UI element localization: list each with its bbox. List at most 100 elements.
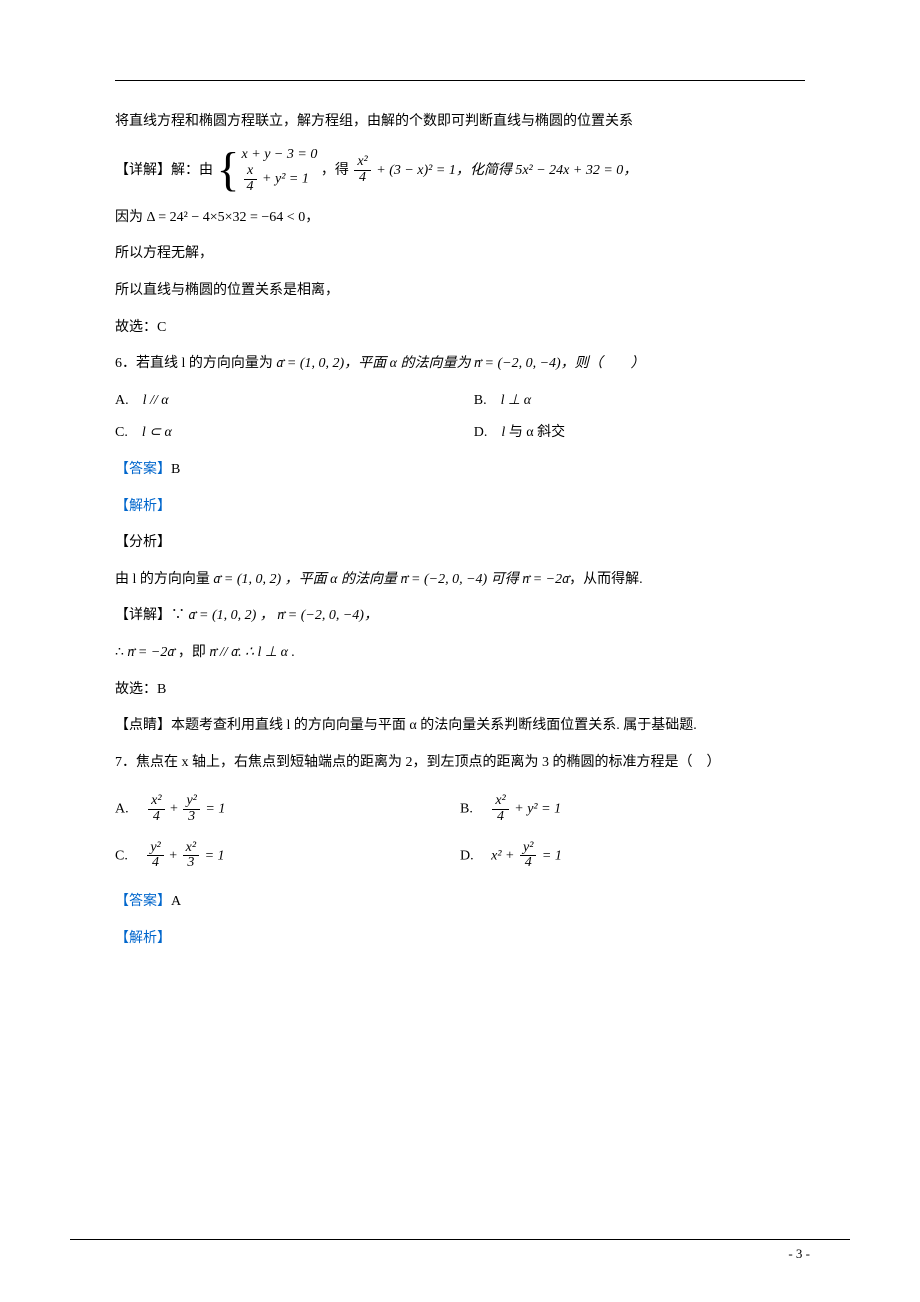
q7a-eq: = 1	[205, 802, 225, 817]
vec-n-6-icon: n	[209, 645, 216, 660]
q6-detail-1: 【详解】∵ a = (1, 0, 2) ， n = (−2, 0, −4)，	[115, 603, 805, 630]
sys2-rest: + y² = 1	[259, 172, 309, 187]
q6-option-a: A. l // α	[115, 388, 474, 415]
q7-option-c: C. y²4 + x²3 = 1	[115, 833, 460, 879]
q7c-n2: x²	[183, 841, 199, 856]
q7-option-a: A. x²4 + y²3 = 1	[115, 786, 460, 832]
q7c-eq: = 1	[205, 848, 225, 863]
top-rule	[115, 80, 805, 81]
fx-b: = (1, 0, 2) ，平面 α 的法向量	[220, 572, 400, 587]
comma-get: ，得	[321, 162, 353, 177]
q7d-d1: 4	[520, 855, 536, 871]
q7-option-d: D. x² + y²4 = 1	[460, 833, 805, 879]
l2-c: ，即	[174, 645, 209, 660]
intro-paragraph: 将直线方程和椭圆方程联立，解方程组，由解的个数即可判断直线与椭圆的位置关系	[115, 109, 805, 136]
q6-jiexi-label: 【解析】	[115, 494, 805, 521]
simplified-eq: + (3 − x)² = 1，化简得 5x² − 24x + 32 = 0，	[376, 162, 637, 177]
q6-d-post: 与 α 斜交	[505, 425, 565, 440]
vec-a-2-icon: a	[213, 572, 220, 587]
fx-e: ，从而得解.	[569, 572, 643, 587]
sys2-num: x	[244, 164, 257, 179]
q7b-rest: + y² = 1	[514, 802, 561, 817]
detail-label: 【详解】解：由	[115, 162, 213, 177]
vec-a-4-icon: a	[189, 608, 196, 623]
l2-b: = −2	[134, 645, 167, 660]
no-solution-line: 所以方程无解，	[115, 241, 805, 268]
page-footer: - 3 -	[0, 1239, 920, 1262]
q7a-n1: x²	[148, 794, 164, 809]
q6-option-b: B. l ⊥ α	[474, 388, 805, 415]
sys2-den: 4	[244, 179, 257, 195]
q7-jiexi-label: 【解析】	[115, 926, 805, 953]
discriminant-line: 因为 Δ = 24² − 4×5×32 = −64 < 0，	[115, 205, 805, 232]
fx-a: 由 l 的方向向量	[115, 572, 213, 587]
q6-b-math: l ⊥ α	[501, 393, 531, 408]
q6-options-row-1: A. l // α B. l ⊥ α	[115, 388, 805, 415]
q6-a-math: l // α	[143, 393, 169, 408]
l2-a: ∴	[115, 645, 127, 660]
answer-label-2: 【答案】	[115, 894, 171, 909]
q7a-n2: y²	[183, 794, 199, 809]
q6-stem: 6．若直线 l 的方向向量为 a = (1, 0, 2)，平面 α 的法向量为 …	[115, 351, 805, 378]
dt-b: = (1, 0, 2) ，	[196, 608, 278, 623]
content-area: 将直线方程和椭圆方程联立，解方程组，由解的个数即可判断直线与椭圆的位置关系 【详…	[115, 109, 805, 952]
vec-n-2-icon: n	[401, 572, 408, 587]
q6-answer: 【答案】B	[115, 457, 805, 484]
q6-option-c: C. l ⊂ α	[115, 420, 474, 447]
fx-d: = −2	[529, 572, 562, 587]
q6-stem-a: 6．若直线 l 的方向向量为	[115, 356, 276, 371]
q7-stem: 7．焦点在 x 轴上，右焦点到短轴端点的距离为 2，到左顶点的距离为 3 的椭圆…	[115, 750, 805, 777]
q7a-d2: 3	[183, 809, 199, 825]
answer-label: 【答案】	[115, 462, 171, 477]
fx-c: = (−2, 0, −4) 可得	[408, 572, 523, 587]
sys-line-1: x + y − 3 = 0	[242, 146, 318, 165]
q6-c-math: l ⊂ α	[142, 425, 172, 440]
f1n: x²	[354, 155, 370, 170]
q6-detail-2: ∴ n = −2a ，即 n // a. ∴ l ⊥ α .	[115, 640, 805, 667]
left-brace-icon: {	[217, 146, 240, 194]
q6-fenxi-label: 【分析】	[115, 530, 805, 557]
vec-n-4-icon: n	[277, 608, 284, 623]
q7a-d1: 4	[148, 809, 164, 825]
q6-choice-b: 故选：B	[115, 677, 805, 704]
q6-option-d: D. l 与 α 斜交	[474, 420, 805, 447]
vec-a-5-icon: a	[167, 645, 174, 660]
vec-a-3-icon: a	[562, 572, 569, 587]
answer-b-text: B	[171, 462, 180, 477]
vector-n-icon: n	[474, 356, 481, 371]
footer-rule	[70, 1239, 850, 1240]
q7-answer: 【答案】A	[115, 889, 805, 916]
q6-analysis: 由 l 的方向向量 a = (1, 0, 2) ，平面 α 的法向量 n = (…	[115, 567, 805, 594]
dt-c: = (−2, 0, −4)，	[284, 608, 378, 623]
q7b-n1: x²	[492, 794, 508, 809]
document-page: 将直线方程和椭圆方程联立，解方程组，由解的个数即可判断直线与椭圆的位置关系 【详…	[0, 0, 920, 1302]
separation-line: 所以直线与椭圆的位置关系是相离，	[115, 278, 805, 305]
q7d-n1: y²	[520, 841, 536, 856]
q6-a-val: = (1, 0, 2)，平面 α 的法向量为	[283, 356, 474, 371]
q7d-eq: = 1	[542, 848, 562, 863]
q7c-n1: y²	[147, 841, 163, 856]
detail-solution: 【详解】解：由 { x + y − 3 = 0 x4 + y² = 1 ，得 x…	[115, 146, 805, 195]
sys-line-2: x4 + y² = 1	[242, 164, 318, 194]
equation-system: { x + y − 3 = 0 x4 + y² = 1	[217, 146, 318, 195]
q7b-d1: 4	[492, 809, 508, 825]
q7-options: A. x²4 + y²3 = 1 B. x²4 + y² = 1 C. y²4 …	[115, 786, 805, 879]
page-number: - 3 -	[70, 1246, 850, 1262]
choice-c-line: 故选：C	[115, 315, 805, 342]
vec-n-5-icon: n	[127, 645, 134, 660]
vec-a-6-icon: a	[231, 645, 238, 660]
vector-a-icon: a	[276, 356, 283, 371]
l2-e: . ∴ l ⊥ α .	[238, 645, 295, 660]
vec-n-3-icon: n	[522, 572, 529, 587]
answer-a-text: A	[171, 894, 181, 909]
f1d: 4	[354, 170, 370, 186]
q6-dianjing: 【点睛】本题考查利用直线 l 的方向向量与平面 α 的法向量关系判断线面位置关系…	[115, 713, 805, 740]
frac-x2-4: x²4	[354, 155, 370, 185]
q7c-d1: 4	[147, 855, 163, 871]
q7-option-b: B. x²4 + y² = 1	[460, 786, 805, 832]
dt-a: 【详解】∵	[115, 608, 189, 623]
q6-n-val: = (−2, 0, −4)，则（ ）	[481, 356, 645, 371]
q7d-pre: x² +	[491, 848, 518, 863]
q7c-d2: 3	[183, 855, 199, 871]
q6-options-row-2: C. l ⊂ α D. l 与 α 斜交	[115, 420, 805, 447]
